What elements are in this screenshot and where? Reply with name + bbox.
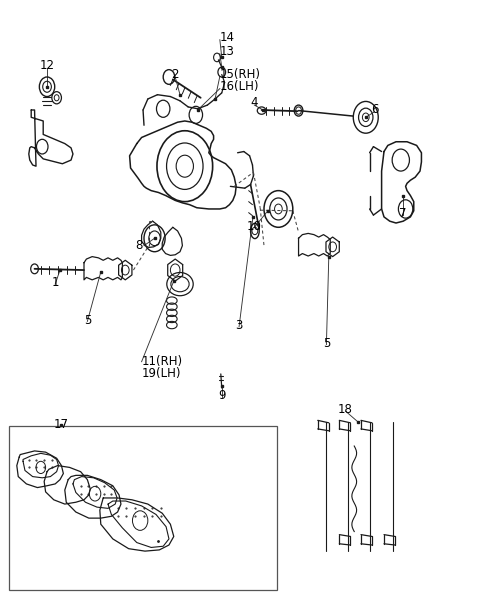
Text: 5: 5 xyxy=(323,337,330,350)
Text: 7: 7 xyxy=(399,207,407,221)
Text: 5: 5 xyxy=(84,313,91,327)
Text: 1: 1 xyxy=(51,276,59,289)
Bar xyxy=(9,426,277,590)
Text: 11(RH): 11(RH) xyxy=(142,355,183,368)
Text: 9: 9 xyxy=(218,389,226,403)
Text: 15(RH): 15(RH) xyxy=(220,68,261,81)
Text: 16(LH): 16(LH) xyxy=(220,80,259,93)
Text: 13: 13 xyxy=(220,45,235,58)
Text: 2: 2 xyxy=(171,68,179,81)
Text: 4: 4 xyxy=(251,96,258,109)
Text: 17: 17 xyxy=(54,417,69,431)
Text: 6: 6 xyxy=(371,103,378,117)
Text: 14: 14 xyxy=(220,31,235,45)
Text: 19(LH): 19(LH) xyxy=(142,367,181,381)
Text: 10: 10 xyxy=(247,219,262,233)
Text: 3: 3 xyxy=(235,318,243,332)
Text: 12: 12 xyxy=(39,59,55,73)
Text: 18: 18 xyxy=(338,403,353,416)
Text: 8: 8 xyxy=(136,239,143,252)
